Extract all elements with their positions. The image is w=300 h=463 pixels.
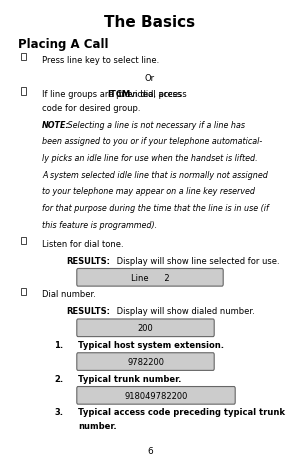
FancyBboxPatch shape	[77, 269, 223, 287]
FancyBboxPatch shape	[77, 353, 214, 370]
Text: Typical host system extension.: Typical host system extension.	[78, 340, 224, 349]
FancyBboxPatch shape	[21, 54, 26, 61]
FancyBboxPatch shape	[77, 319, 214, 337]
FancyBboxPatch shape	[21, 88, 26, 95]
FancyBboxPatch shape	[21, 288, 26, 295]
Text: to your telephone may appear on a line key reserved: to your telephone may appear on a line k…	[42, 187, 255, 196]
Text: RESULTS:: RESULTS:	[66, 256, 110, 265]
Text: code for desired group.: code for desired group.	[42, 104, 140, 113]
Text: 918049782200: 918049782200	[124, 391, 188, 400]
Text: Selecting a line is not necessary if a line has: Selecting a line is not necessary if a l…	[65, 120, 245, 129]
Text: Display will show dialed number.: Display will show dialed number.	[114, 307, 255, 315]
Text: for that purpose during the time that the line is in use (if: for that purpose during the time that th…	[42, 204, 269, 213]
FancyBboxPatch shape	[77, 387, 235, 404]
Text: Or: Or	[145, 74, 155, 83]
Text: NOTE:: NOTE:	[42, 120, 70, 129]
Text: Press line key to select line.: Press line key to select line.	[42, 56, 159, 64]
Text: 200: 200	[138, 324, 153, 332]
Text: The Basics: The Basics	[104, 15, 196, 30]
Text: Typical access code preceding typical trunk: Typical access code preceding typical tr…	[78, 407, 285, 417]
Text: Listen for dial tone.: Listen for dial tone.	[42, 239, 124, 248]
Text: Display will show line selected for use.: Display will show line selected for use.	[114, 256, 280, 265]
Text: A system selected idle line that is normally not assigned: A system selected idle line that is norm…	[42, 170, 268, 179]
Text: 2.: 2.	[54, 374, 63, 383]
Text: number.: number.	[78, 421, 117, 431]
Text: been assigned to you or if your telephone automatical-: been assigned to you or if your telephon…	[42, 137, 262, 146]
Text: ITCM: ITCM	[107, 90, 130, 99]
Text: If line groups are provided, press: If line groups are provided, press	[42, 90, 184, 99]
Text: ly picks an idle line for use when the handset is lifted.: ly picks an idle line for use when the h…	[42, 154, 258, 163]
Text: Placing A Call: Placing A Call	[18, 38, 109, 51]
Text: Dial number.: Dial number.	[42, 290, 96, 299]
Text: 3.: 3.	[54, 407, 63, 417]
Text: Line      2: Line 2	[131, 273, 169, 282]
Text: this feature is programmed).: this feature is programmed).	[42, 220, 157, 229]
Text: 1.: 1.	[54, 340, 63, 349]
FancyBboxPatch shape	[21, 238, 26, 245]
Text: RESULTS:: RESULTS:	[66, 307, 110, 315]
Text: Typical trunk number.: Typical trunk number.	[78, 374, 182, 383]
Text: 6: 6	[147, 446, 153, 455]
Text: 9782200: 9782200	[127, 357, 164, 366]
Text: then dial access: then dial access	[116, 90, 187, 99]
